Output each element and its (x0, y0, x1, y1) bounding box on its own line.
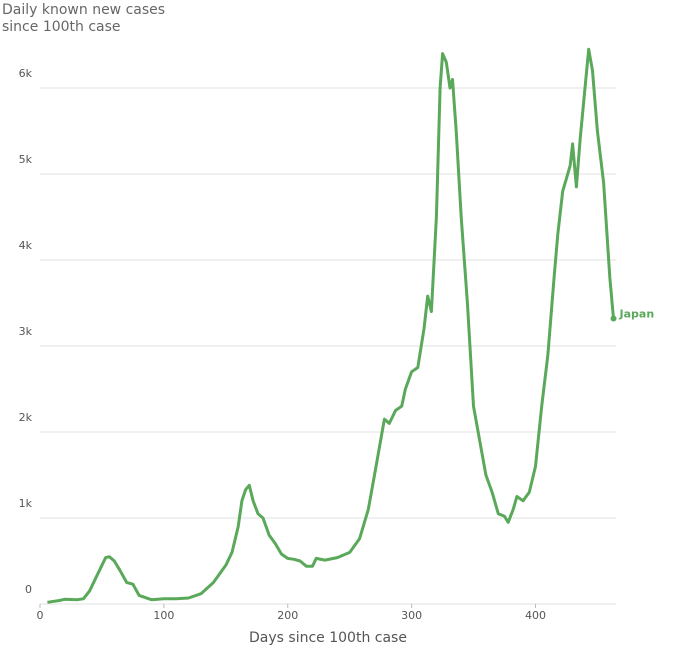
series-label: Japan (619, 307, 655, 320)
y-tick-label: 6k (19, 67, 33, 80)
y-tick-label: 1k (19, 497, 33, 510)
y-tick-label: 2k (19, 411, 33, 424)
end-dot (610, 315, 617, 322)
y-tick-label: 4k (19, 239, 33, 252)
x-tick-label: 400 (525, 609, 546, 622)
y-tick-label: 5k (19, 153, 33, 166)
x-tick-label: 0 (37, 609, 44, 622)
y-tick-label: 3k (19, 325, 33, 338)
x-axis-label: Days since 100th case (249, 630, 407, 646)
line (47, 47, 615, 604)
chart-title: Daily known new cases since 100th case (2, 2, 166, 35)
x-tick-label: 200 (277, 609, 298, 622)
x-tick-label: 100 (153, 609, 174, 622)
x-tick-label: 300 (401, 609, 422, 622)
y-tick-label: 0 (25, 583, 32, 596)
